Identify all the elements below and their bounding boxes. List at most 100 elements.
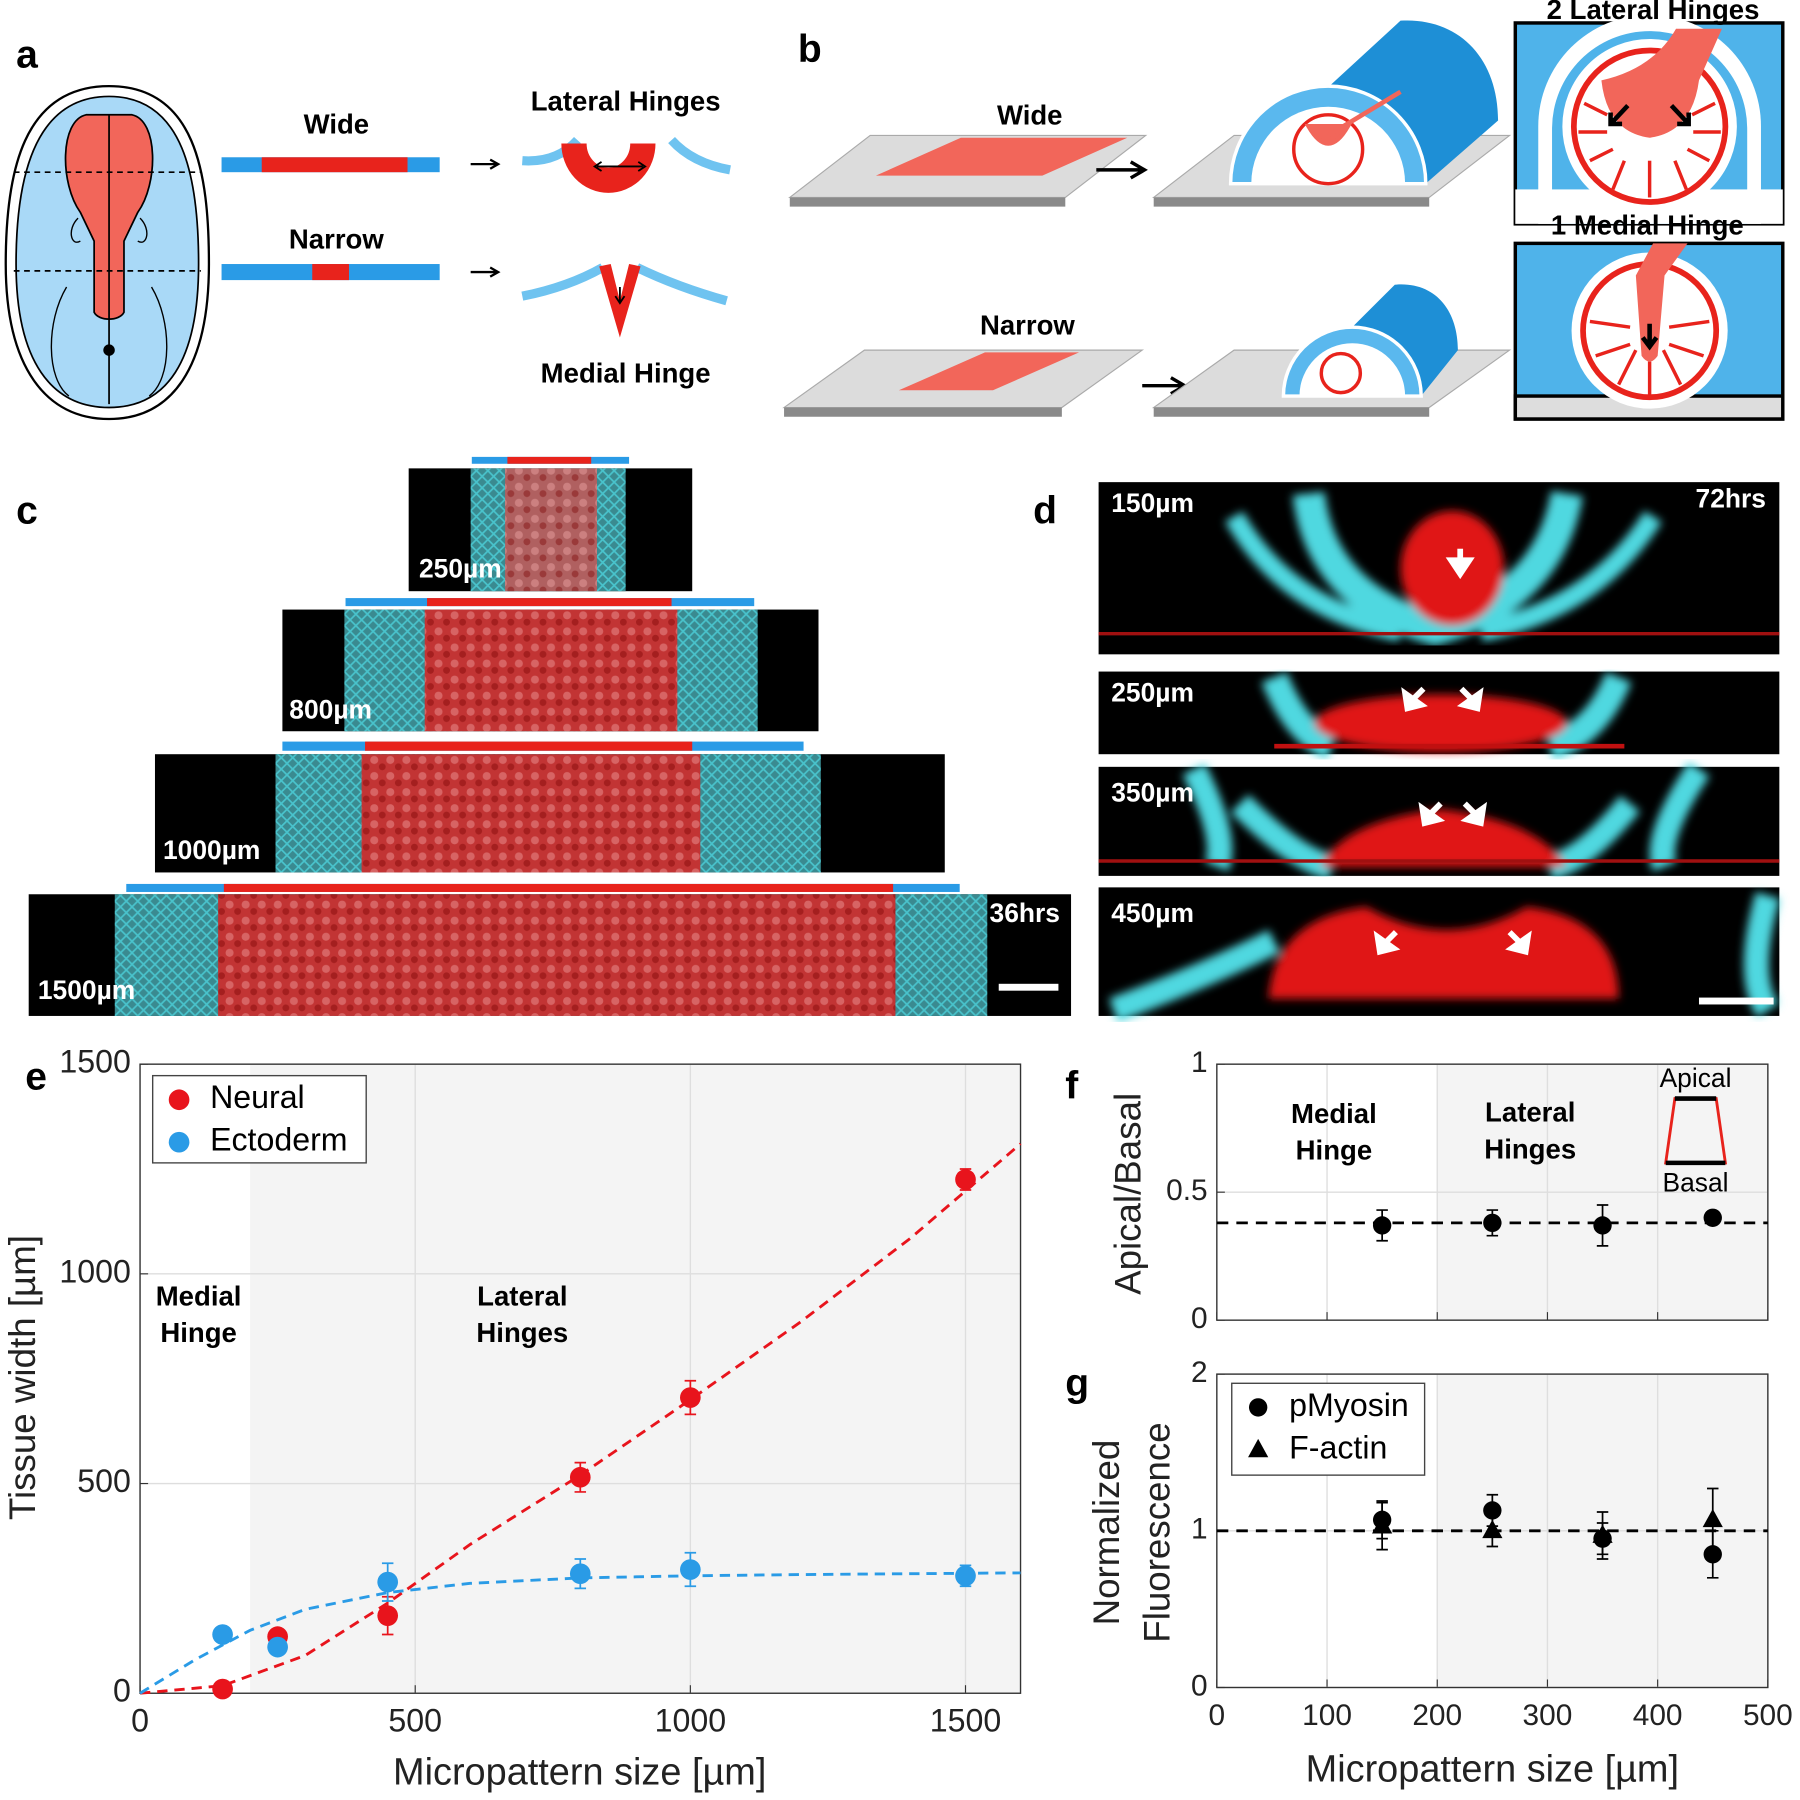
y-axis-label: Normalized Fluorescence (1086, 1422, 1178, 1642)
legend-label: Ectoderm (210, 1122, 347, 1158)
point (1703, 1208, 1722, 1227)
x-axis-label: Micropattern size [µm] (1306, 1748, 1679, 1790)
point (1593, 1216, 1612, 1235)
x-axis-label: Micropattern size [µm] (393, 1752, 766, 1794)
label: 1000µm (163, 835, 260, 865)
y-tick-label: 0.5 (1166, 1174, 1207, 1207)
point (680, 1387, 701, 1408)
axes-box (139, 1063, 1022, 1694)
legend-label: Neural (210, 1079, 305, 1115)
label: Narrow (289, 223, 384, 254)
point (1483, 1213, 1502, 1233)
chart: 0 100 200 300 400 500 0 1 2 pMyosin F-actin g Microp… (1065, 1356, 1792, 1790)
shaded-region (250, 1064, 1021, 1694)
label: 1500µm (38, 975, 135, 1005)
point (569, 1563, 591, 1585)
legend-label: F-actin (1289, 1429, 1387, 1465)
label: a (16, 34, 38, 77)
label: b (798, 28, 822, 71)
inset-label: Basal (1663, 1168, 1729, 1198)
x-tick-label: 200 (1412, 1699, 1462, 1732)
y-tick-label: 1000 (59, 1253, 130, 1289)
label: 72hrs (1696, 483, 1766, 513)
panel-b-art (782, 14, 1785, 421)
point (377, 1571, 399, 1593)
x-tick-label: 1000 (655, 1703, 726, 1739)
point (955, 1169, 976, 1190)
label: Wide (304, 109, 370, 140)
label: 350µm (1111, 777, 1194, 807)
label: 250µm (419, 554, 502, 584)
point (212, 1678, 233, 1700)
y-axis-label: Tissue width [µm] (2, 1235, 43, 1520)
panel-a-art (4, 84, 731, 421)
point (1372, 1216, 1392, 1235)
point (569, 1466, 591, 1488)
fit-curve (139, 1142, 1022, 1695)
y-tick-label: 1 (1191, 1046, 1208, 1079)
x-tick-label: 300 (1523, 1699, 1573, 1732)
panel-label: f (1065, 1065, 1079, 1108)
x-tick-label: 100 (1302, 1699, 1352, 1732)
point (212, 1624, 233, 1645)
chart: 0 0.5 1 Medial Hinge Lateral Hinges Apical Basal… (1065, 1046, 1769, 1335)
point (680, 1559, 701, 1580)
legend-marker (168, 1131, 190, 1153)
axes-box (1216, 1063, 1769, 1321)
x-tick-label: 0 (1209, 1699, 1226, 1732)
x-tick-label: 400 (1633, 1699, 1683, 1732)
label: Narrow (980, 309, 1075, 340)
inset-label: Apical (1660, 1063, 1732, 1093)
label: 2 Lateral Hinges (1547, 0, 1760, 25)
x-tick-label: 500 (388, 1703, 442, 1739)
panel-label: g (1065, 1362, 1089, 1405)
y-tick-label: 0 (113, 1673, 131, 1709)
x-tick-label: 1500 (930, 1703, 1001, 1739)
label: 1 Medial Hinge (1551, 210, 1744, 241)
label: 250µm (1111, 677, 1194, 707)
triangle-marker (1702, 1508, 1723, 1528)
label: Medial Hinge (541, 358, 711, 389)
label: 150µm (1111, 488, 1194, 518)
y-axis-label: Apical/Basal (1107, 1093, 1148, 1295)
annotation: Lateral Hinges (1484, 1097, 1576, 1165)
chart: 0 500 1000 1500 0 500 1000 1500 Neural Ectoderm Me… (2, 1044, 1022, 1794)
y-tick-label: 500 (77, 1463, 131, 1499)
label: Wide (997, 99, 1063, 130)
triangle-marker (1482, 1519, 1503, 1539)
legend-marker (1248, 1438, 1269, 1458)
annotation: Lateral Hinges (476, 1281, 568, 1349)
label: 36hrs (990, 898, 1060, 928)
annotation: Medial Hinge (156, 1281, 242, 1349)
triangle-marker (1372, 1515, 1393, 1534)
y-tick-label: 0 (1191, 1669, 1208, 1702)
y-tick-label: 1500 (59, 1044, 130, 1080)
legend-box (1231, 1382, 1426, 1476)
triangle-marker (1592, 1524, 1613, 1543)
legend-marker (168, 1089, 190, 1111)
point (955, 1565, 976, 1587)
legend-marker (1248, 1398, 1268, 1417)
y-tick-label: 2 (1191, 1356, 1208, 1389)
point (1703, 1545, 1722, 1564)
panel-d-art (1098, 482, 1781, 1023)
annotation: Medial Hinge (1291, 1098, 1377, 1166)
y-tick-label: 0 (1191, 1302, 1208, 1335)
panel-c-art (28, 456, 1072, 1016)
x-tick-label: 0 (131, 1703, 149, 1739)
y-tick-label: 1 (1191, 1513, 1208, 1546)
legend-label: pMyosin (1289, 1387, 1409, 1423)
label: 800µm (289, 695, 372, 725)
x-tick-label: 500 (1743, 1699, 1793, 1732)
panel-label: e (25, 1055, 47, 1098)
charts: 0 500 1000 1500050010001500NeuralEctodermMe… (2, 1044, 1793, 1794)
label: Lateral Hinges (531, 86, 721, 117)
point (377, 1605, 399, 1626)
label: d (1033, 489, 1057, 532)
fit-curve (139, 1571, 1021, 1695)
point (267, 1636, 288, 1658)
label: c (16, 489, 38, 532)
label: 450µm (1111, 898, 1194, 928)
legend-box (151, 1074, 367, 1164)
